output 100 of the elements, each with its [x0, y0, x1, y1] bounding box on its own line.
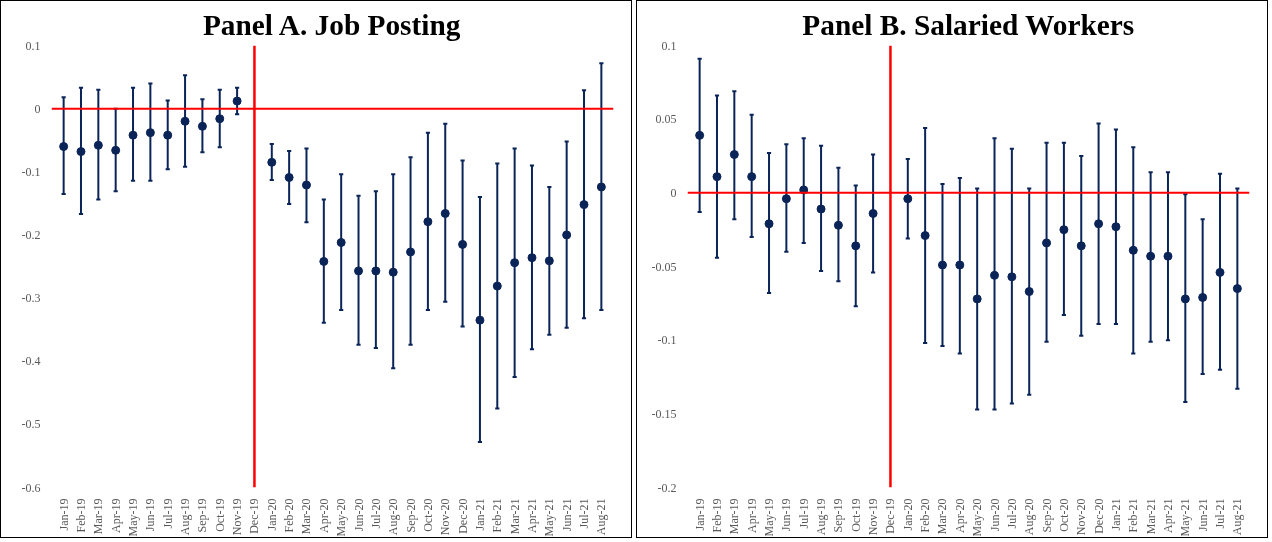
x-tick-label: Feb-19 — [73, 498, 88, 533]
point — [1042, 238, 1052, 248]
x-tick-label: May-19 — [126, 498, 141, 537]
x-tick-label: Jan-21 — [1108, 498, 1123, 531]
point — [816, 204, 826, 214]
x-tick-label: May-21 — [542, 498, 557, 537]
x-tick-label: Feb-21 — [1126, 498, 1141, 533]
point — [354, 266, 364, 276]
point — [955, 260, 965, 270]
x-tick-label: Mar-19 — [91, 498, 106, 535]
point — [1180, 294, 1190, 304]
point — [458, 239, 468, 249]
x-tick-label: Aug-19 — [178, 498, 193, 536]
point — [695, 130, 705, 140]
x-tick-label: Mar-20 — [299, 498, 314, 535]
x-tick-label: Dec-20 — [455, 498, 470, 534]
x-tick-label: Apr-19 — [744, 498, 759, 533]
x-tick-label: May-20 — [334, 498, 349, 537]
x-tick-label: Aug-21 — [1230, 498, 1245, 536]
point — [423, 217, 433, 227]
x-tick-label: Apr-21 — [1160, 498, 1175, 533]
x-tick-label: Dec-20 — [1091, 498, 1106, 534]
point — [1007, 272, 1017, 282]
point — [729, 150, 739, 160]
point — [406, 247, 416, 257]
x-tick-label: Dec-19 — [883, 498, 898, 534]
x-tick-label: Oct-20 — [1056, 498, 1071, 532]
point — [747, 172, 757, 182]
x-tick-label: Apr-21 — [524, 498, 539, 533]
point — [76, 147, 86, 157]
point — [440, 208, 450, 218]
point — [1024, 287, 1034, 297]
x-tick-label: Jun-19 — [143, 498, 158, 532]
x-tick-label: Jul-19 — [796, 498, 811, 529]
point — [1094, 219, 1104, 229]
point — [579, 200, 589, 210]
point — [1111, 222, 1121, 232]
x-tick-label: Jul-20 — [368, 498, 383, 529]
y-tick-label: -0.5 — [21, 417, 41, 432]
point — [937, 260, 947, 270]
x-tick-label: Jun-21 — [559, 498, 574, 532]
x-tick-label: Aug-19 — [814, 498, 829, 536]
x-tick-label: Feb-20 — [282, 498, 297, 533]
x-tick-label: Mar-21 — [507, 498, 522, 535]
x-tick-label: Feb-21 — [490, 498, 505, 533]
y-tick-label: -0.1 — [21, 164, 41, 179]
x-tick-label: Apr-19 — [108, 498, 123, 533]
x-tick-label: Jun-19 — [779, 498, 794, 532]
x-tick-label: Sep-19 — [195, 498, 210, 533]
y-tick-label: 0 — [34, 101, 41, 116]
x-tick-label: Jul-21 — [1213, 498, 1228, 529]
y-tick-label: -0.3 — [21, 291, 41, 306]
x-tick-label: Aug-20 — [1022, 498, 1037, 536]
point — [284, 172, 294, 182]
x-tick-label: Oct-19 — [212, 498, 227, 532]
chart-title: Panel A. Job Posting — [202, 8, 461, 41]
x-tick-label: Aug-20 — [386, 498, 401, 536]
y-tick-label: -0.15 — [651, 406, 677, 421]
y-tick-label: -0.6 — [21, 480, 41, 495]
point — [180, 116, 190, 126]
x-tick-label: Jul-19 — [160, 498, 175, 529]
y-tick-label: 0.05 — [655, 112, 677, 127]
point — [145, 128, 155, 138]
point — [59, 142, 69, 152]
point — [232, 96, 242, 106]
point — [492, 281, 502, 291]
chart-title: Panel B. Salaried Workers — [802, 8, 1135, 41]
x-tick-label: Sep-20 — [1039, 498, 1054, 533]
y-tick-label: 0.1 — [25, 38, 41, 53]
point — [371, 266, 381, 276]
point — [712, 172, 722, 182]
point — [475, 315, 485, 325]
y-tick-label: -0.05 — [651, 259, 677, 274]
y-tick-label: 0.1 — [661, 38, 677, 53]
point — [128, 130, 138, 140]
point — [215, 114, 225, 124]
x-tick-label: Oct-20 — [420, 498, 435, 532]
point — [111, 145, 121, 155]
point — [1232, 284, 1242, 294]
x-tick-label: Sep-20 — [403, 498, 418, 533]
point — [267, 157, 277, 167]
x-tick-label: Feb-20 — [918, 498, 933, 533]
point — [868, 208, 878, 218]
x-tick-label: Jan-20 — [900, 498, 915, 531]
point — [388, 267, 398, 277]
x-tick-label: Jan-21 — [472, 498, 487, 531]
x-tick-label: Jun-21 — [1195, 498, 1210, 532]
point — [336, 238, 346, 247]
x-tick-label: Nov-20 — [1074, 498, 1089, 536]
x-tick-label: Mar-19 — [727, 498, 742, 535]
y-tick-label: -0.1 — [657, 333, 677, 348]
point — [851, 241, 861, 251]
x-tick-label: May-21 — [1178, 498, 1193, 537]
x-tick-label: Dec-19 — [247, 498, 262, 534]
point — [1163, 251, 1173, 261]
x-tick-label: Oct-19 — [848, 498, 863, 532]
x-tick-label: Aug-21 — [594, 498, 609, 536]
point — [1076, 241, 1086, 251]
x-tick-label: May-19 — [762, 498, 777, 537]
point — [93, 140, 103, 150]
